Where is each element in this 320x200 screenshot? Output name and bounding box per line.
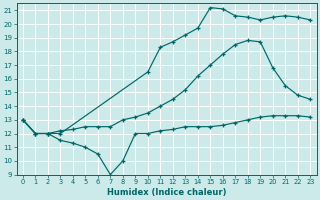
X-axis label: Humidex (Indice chaleur): Humidex (Indice chaleur) [107,188,226,197]
